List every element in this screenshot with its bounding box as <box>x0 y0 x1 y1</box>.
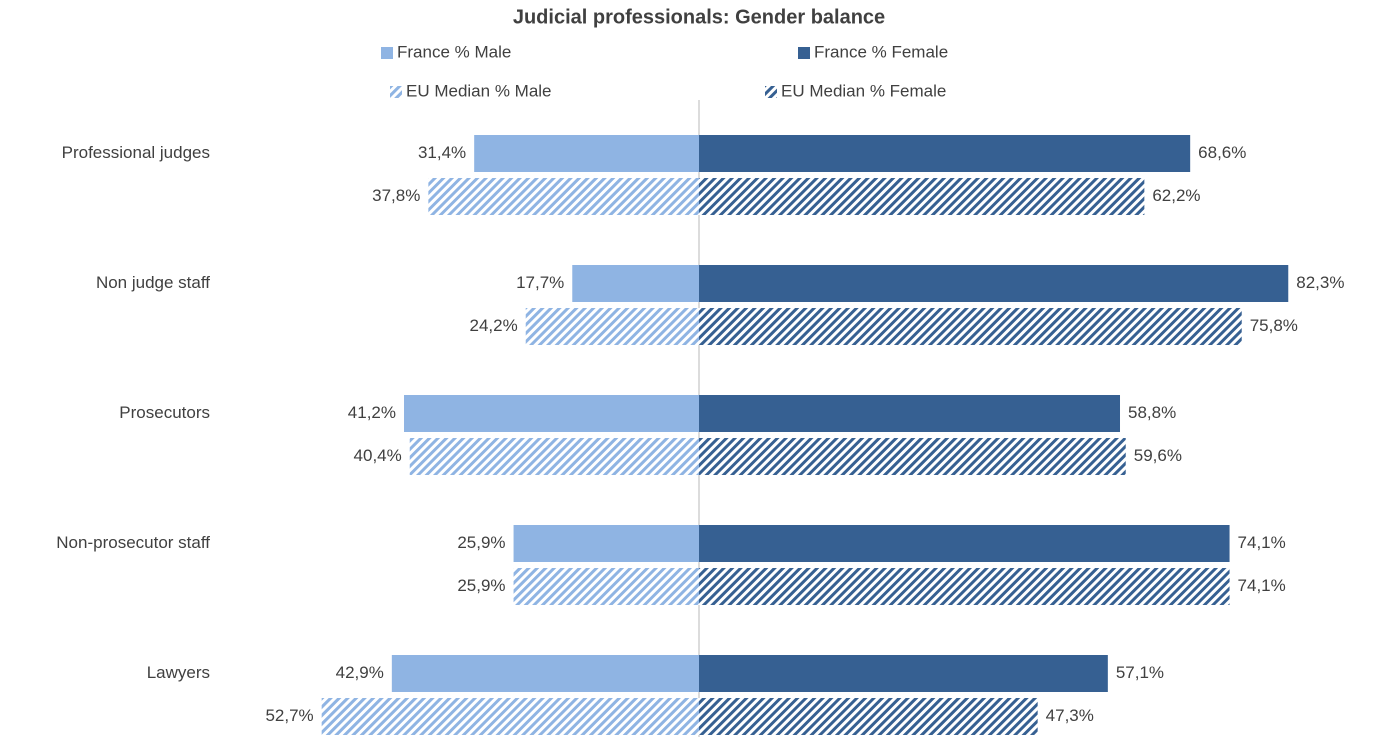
value-label: 17,7% <box>516 273 564 292</box>
value-label: 75,8% <box>1250 316 1298 335</box>
value-label: 68,6% <box>1198 143 1246 162</box>
value-label: 37,8% <box>372 186 420 205</box>
value-label: 74,1% <box>1238 533 1286 552</box>
bar <box>699 178 1145 215</box>
value-label: 58,8% <box>1128 403 1176 422</box>
value-label: 25,9% <box>457 576 505 595</box>
bar <box>404 395 699 432</box>
legend-swatch <box>765 86 777 98</box>
bar <box>699 395 1121 432</box>
bar <box>513 568 699 605</box>
bar <box>699 265 1289 302</box>
bar <box>409 438 699 475</box>
value-label: 41,2% <box>348 403 396 422</box>
bar <box>699 135 1191 172</box>
bar <box>428 178 699 215</box>
value-label: 82,3% <box>1296 273 1344 292</box>
legend-swatch <box>390 86 402 98</box>
bar <box>474 135 699 172</box>
value-label: 52,7% <box>265 706 313 725</box>
legend-label: France % Female <box>814 42 948 61</box>
bar <box>391 655 699 692</box>
bar <box>321 698 699 735</box>
bar <box>699 525 1230 562</box>
category-label: Non-prosecutor staff <box>56 533 210 552</box>
value-label: 40,4% <box>354 446 402 465</box>
value-label: 25,9% <box>457 533 505 552</box>
value-label: 74,1% <box>1238 576 1286 595</box>
legend-label: France % Male <box>397 42 511 61</box>
bar <box>699 655 1108 692</box>
category-label: Non judge staff <box>96 273 210 292</box>
chart-title: Judicial professionals: Gender balance <box>513 6 885 28</box>
value-label: 57,1% <box>1116 663 1164 682</box>
value-label: 47,3% <box>1046 706 1094 725</box>
legend-label: EU Median % Female <box>781 81 946 100</box>
bar <box>525 308 699 345</box>
bar <box>572 265 699 302</box>
category-label: Professional judges <box>62 143 210 162</box>
bar <box>699 438 1126 475</box>
value-label: 24,2% <box>470 316 518 335</box>
legend-swatch <box>381 47 393 59</box>
value-label: 59,6% <box>1134 446 1182 465</box>
legend-swatch <box>798 47 810 59</box>
bar <box>513 525 699 562</box>
value-label: 31,4% <box>418 143 466 162</box>
legend-label: EU Median % Male <box>406 81 552 100</box>
value-label: 62,2% <box>1152 186 1200 205</box>
value-label: 42,9% <box>336 663 384 682</box>
bar <box>699 308 1242 345</box>
bar <box>699 568 1230 605</box>
category-label: Lawyers <box>147 663 210 682</box>
category-label: Prosecutors <box>119 403 210 422</box>
bar <box>699 698 1038 735</box>
